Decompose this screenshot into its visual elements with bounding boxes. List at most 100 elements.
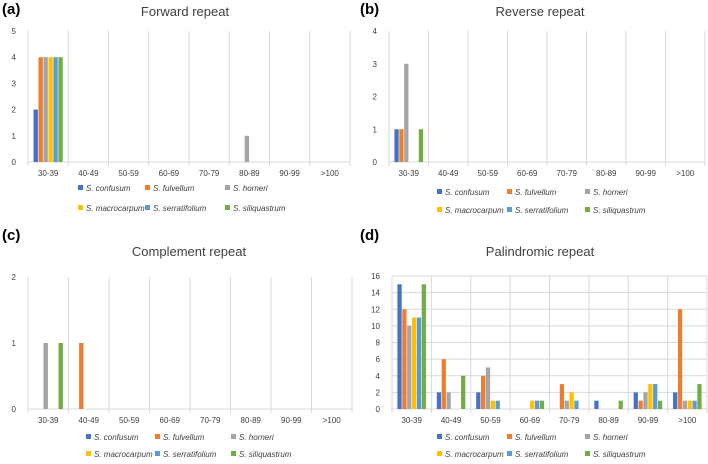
legend-label: S. macrocarpum bbox=[86, 204, 145, 213]
legend-label: S. serratifolium bbox=[163, 450, 217, 459]
legend-swatch bbox=[507, 434, 512, 439]
legend-item: S. horneri bbox=[585, 188, 628, 197]
bar bbox=[657, 400, 663, 409]
y-tick-label: 3 bbox=[12, 79, 17, 88]
legend-swatch bbox=[507, 451, 512, 456]
legend-label: S. serratifolium bbox=[153, 204, 207, 213]
x-tick-label: 90-99 bbox=[636, 169, 657, 178]
y-tick-label: 1 bbox=[373, 125, 378, 134]
legend-swatch bbox=[155, 434, 160, 439]
bar bbox=[648, 384, 653, 409]
legend-swatch bbox=[225, 185, 230, 190]
bar bbox=[58, 343, 63, 409]
y-tick-label: 4 bbox=[376, 372, 381, 381]
bar bbox=[421, 284, 426, 409]
legend-label: S. siliquastrum bbox=[233, 204, 286, 213]
legend-swatch bbox=[86, 451, 91, 456]
legend-item: S. horneri bbox=[231, 433, 274, 442]
legend-item: S. siliquastrum bbox=[585, 450, 646, 459]
y-tick-label: 0 bbox=[12, 405, 17, 414]
panel-label: (a) bbox=[2, 1, 20, 18]
legend-swatch bbox=[231, 434, 236, 439]
legend-swatch bbox=[145, 205, 150, 210]
bar bbox=[402, 309, 407, 409]
legend-label: S. siliquastrum bbox=[239, 450, 292, 459]
legend-item: S. macrocarpum bbox=[437, 206, 504, 215]
bar bbox=[633, 392, 638, 409]
legend-label: S. fulvellum bbox=[163, 433, 205, 442]
legend-swatch bbox=[507, 207, 512, 212]
x-tick-label: 70-79 bbox=[559, 416, 580, 425]
y-tick-label: 4 bbox=[373, 27, 378, 36]
legend-label: S. macrocarpum bbox=[94, 450, 153, 459]
legend-item: S. horneri bbox=[225, 184, 268, 193]
x-tick-label: 90-99 bbox=[638, 416, 659, 425]
bar bbox=[43, 57, 48, 163]
bar bbox=[441, 359, 446, 409]
legend-swatch bbox=[78, 205, 83, 210]
chart-title: Forward repeat bbox=[141, 4, 230, 19]
y-tick-label: 1 bbox=[12, 132, 17, 141]
x-tick-label: 50-59 bbox=[480, 416, 501, 425]
x-tick-label: 80-89 bbox=[239, 169, 260, 178]
legend-swatch bbox=[145, 185, 150, 190]
legend-swatch bbox=[437, 434, 442, 439]
x-tick-label: 40-49 bbox=[441, 416, 462, 425]
bar bbox=[461, 375, 466, 409]
y-tick-label: 0 bbox=[376, 405, 381, 414]
legend-item: S. siliquastrum bbox=[585, 206, 646, 215]
x-tick-label: 90-99 bbox=[279, 169, 300, 178]
legend-label: S. fulvellum bbox=[515, 433, 557, 442]
x-tick-label: 60-69 bbox=[160, 416, 181, 425]
bar bbox=[559, 384, 565, 409]
bar bbox=[446, 392, 451, 409]
y-tick-label: 8 bbox=[376, 339, 381, 348]
bar bbox=[574, 400, 579, 409]
legend-item: S. confusum bbox=[437, 433, 490, 442]
bar bbox=[58, 57, 63, 163]
bar bbox=[682, 400, 688, 409]
y-tick-label: 14 bbox=[371, 289, 380, 298]
chart-title: Reverse repeat bbox=[496, 4, 585, 19]
legend-swatch bbox=[437, 207, 442, 212]
bar bbox=[33, 109, 38, 162]
bar bbox=[418, 129, 424, 162]
bar bbox=[569, 392, 574, 409]
legend-label: S. confusum bbox=[86, 184, 131, 193]
legend-swatch bbox=[437, 451, 442, 456]
bar bbox=[43, 343, 48, 409]
x-tick-label: >100 bbox=[321, 169, 340, 178]
bar bbox=[48, 57, 53, 163]
panel-label: (d) bbox=[360, 227, 379, 244]
y-tick-label: 2 bbox=[376, 388, 381, 397]
legend-item: S. serratifolium bbox=[145, 204, 207, 213]
y-tick-label: 5 bbox=[12, 27, 17, 36]
bar bbox=[407, 325, 412, 409]
legend-swatch bbox=[585, 207, 590, 212]
legend-item: S. fulvellum bbox=[155, 433, 205, 442]
legend-item: S. macrocarpum bbox=[78, 204, 145, 213]
bar bbox=[530, 400, 535, 409]
x-tick-label: 30-39 bbox=[38, 169, 59, 178]
legend-label: S. confusum bbox=[94, 433, 139, 442]
y-tick-label: 2 bbox=[12, 273, 17, 282]
y-tick-label: 10 bbox=[371, 322, 380, 331]
bar bbox=[244, 135, 250, 162]
x-tick-label: 60-69 bbox=[517, 169, 538, 178]
bar bbox=[673, 392, 678, 409]
legend-item: S. fulvellum bbox=[507, 188, 557, 197]
bar bbox=[495, 400, 500, 409]
legend-item: S. horneri bbox=[585, 433, 628, 442]
y-tick-label: 2 bbox=[373, 93, 378, 102]
x-tick-label: 50-59 bbox=[478, 169, 499, 178]
bar bbox=[687, 400, 692, 409]
x-tick-label: 80-89 bbox=[598, 416, 619, 425]
legend-item: S. macrocarpum bbox=[437, 450, 504, 459]
bar bbox=[416, 317, 422, 409]
y-tick-label: 0 bbox=[373, 158, 378, 167]
y-tick-label: 4 bbox=[12, 53, 17, 62]
bar bbox=[594, 400, 599, 409]
x-tick-label: 40-49 bbox=[79, 416, 100, 425]
bar bbox=[692, 400, 697, 409]
